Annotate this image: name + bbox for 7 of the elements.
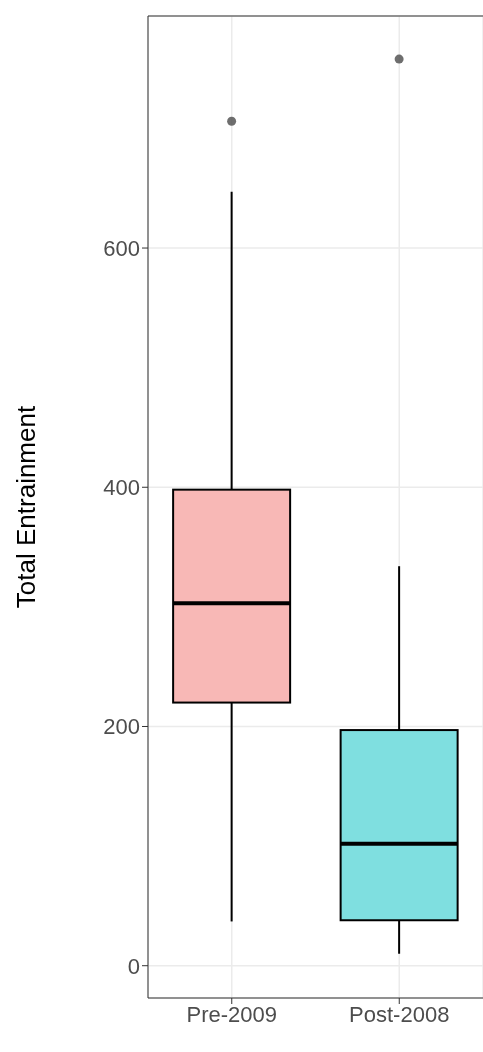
- y-axis-title: Total Entrainment: [11, 405, 42, 609]
- y-tick-label: 0: [127, 953, 140, 979]
- y-tick-label: 400: [103, 475, 140, 501]
- x-tick-label: Pre-2009: [186, 1001, 278, 1027]
- x-tick-label: Post-2008: [349, 1001, 450, 1027]
- y-tick-label: 200: [103, 714, 140, 740]
- y-tick-label: 600: [103, 235, 140, 261]
